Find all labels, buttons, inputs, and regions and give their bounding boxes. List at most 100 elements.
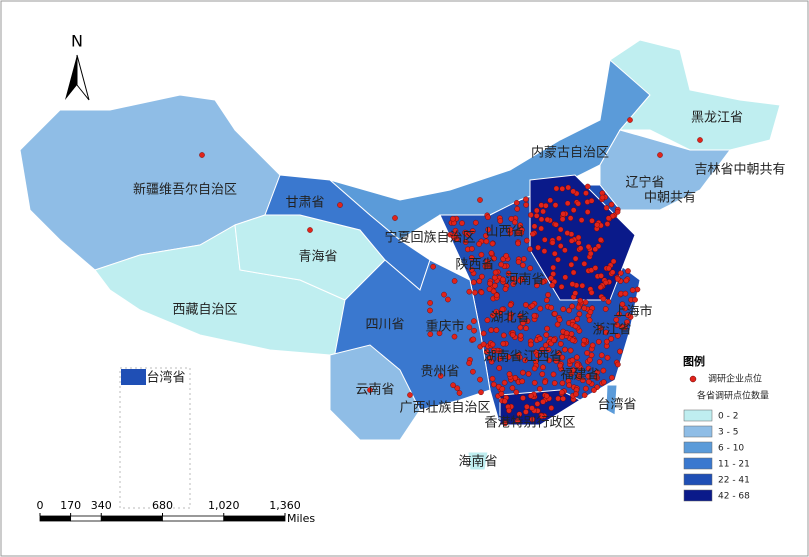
- survey-point: [502, 420, 509, 427]
- survey-point: [445, 296, 451, 303]
- north-arrow: N: [65, 32, 90, 101]
- survey-point: [585, 243, 592, 250]
- survey-point: [597, 325, 604, 331]
- legend-swatch: [683, 489, 713, 502]
- survey-point: [549, 282, 556, 289]
- survey-point: [575, 200, 582, 207]
- province-label: 浙江省: [592, 323, 631, 338]
- province-label: 福建省: [560, 368, 599, 383]
- survey-point: [560, 306, 567, 312]
- survey-point: [613, 316, 620, 323]
- scale-tick-label: 1,020: [208, 499, 240, 512]
- survey-point: [605, 298, 612, 305]
- survey-point: [450, 382, 456, 389]
- province-label: 江西省: [523, 350, 562, 365]
- survey-point: [566, 307, 572, 314]
- survey-point: [605, 215, 612, 221]
- survey-point: [619, 324, 625, 330]
- survey-point: [603, 205, 610, 211]
- survey-point: [478, 251, 485, 258]
- survey-point: [496, 355, 503, 362]
- survey-point: [569, 281, 576, 287]
- survey-point: [624, 319, 630, 325]
- survey-point: [539, 279, 546, 285]
- survey-point: [478, 389, 484, 396]
- survey-point: [564, 200, 571, 207]
- arrow-right: [76, 54, 90, 101]
- survey-point: [697, 137, 703, 143]
- survey-point: [501, 379, 508, 386]
- legend-swatch: [683, 457, 713, 470]
- survey-point: [515, 240, 521, 247]
- scale-segment: [39, 515, 72, 522]
- survey-point: [584, 209, 591, 215]
- survey-point: [544, 297, 550, 304]
- province-label: 上海市: [613, 304, 652, 320]
- survey-point: [498, 261, 505, 268]
- survey-point: [580, 377, 586, 384]
- survey-point: [539, 346, 546, 353]
- survey-point: [462, 239, 469, 245]
- survey-point: [468, 266, 475, 273]
- survey-point: [499, 306, 506, 313]
- survey-point: [557, 362, 563, 369]
- survey-point: [592, 246, 599, 252]
- survey-point: [550, 264, 557, 271]
- survey-point: [451, 234, 457, 241]
- survey-point: [537, 386, 543, 392]
- province-label: 台湾省: [597, 397, 636, 413]
- survey-point: [466, 288, 473, 295]
- survey-point: [576, 311, 583, 317]
- survey-point: [506, 407, 512, 414]
- survey-point: [578, 217, 585, 223]
- survey-point: [514, 206, 521, 212]
- survey-point: [560, 395, 566, 402]
- survey-point: [499, 386, 506, 392]
- survey-point: [565, 184, 572, 191]
- survey-point: [500, 340, 507, 347]
- survey-point: [586, 317, 593, 324]
- survey-point: [437, 373, 444, 379]
- legend-fill-title: 各省调研点位数量: [697, 390, 769, 402]
- survey-point: [517, 324, 524, 331]
- survey-point: [488, 250, 495, 256]
- survey-point: [534, 282, 540, 289]
- survey-point: [603, 329, 609, 336]
- survey-point: [581, 392, 588, 399]
- survey-point: [534, 401, 541, 407]
- survey-point: [609, 269, 616, 276]
- survey-point: [541, 248, 548, 254]
- survey-point: [608, 335, 615, 342]
- region: [467, 451, 489, 471]
- survey-point: [337, 202, 343, 208]
- survey-point: [427, 300, 433, 306]
- survey-point: [507, 315, 514, 321]
- survey-point: [559, 389, 565, 396]
- survey-point: [574, 354, 580, 361]
- survey-point: [497, 218, 504, 224]
- survey-point: [614, 322, 620, 328]
- legend-swatch: [683, 473, 713, 486]
- scale-segment: [100, 515, 163, 522]
- survey-point: [568, 261, 575, 268]
- survey-point: [555, 256, 561, 263]
- survey-point: [544, 216, 551, 223]
- survey-point: [585, 365, 592, 372]
- survey-point: [492, 269, 499, 276]
- survey-point: [533, 212, 540, 219]
- survey-point: [566, 382, 572, 389]
- survey-point: [591, 387, 597, 393]
- survey-point: [634, 286, 641, 293]
- survey-point: [522, 357, 528, 364]
- survey-point: [516, 411, 523, 418]
- survey-point: [478, 289, 485, 296]
- survey-point: [568, 331, 575, 337]
- survey-point: [598, 273, 604, 279]
- survey-point: [657, 152, 663, 158]
- survey-point: [589, 217, 595, 224]
- survey-point: [587, 309, 594, 315]
- province-label: 辽宁省: [625, 175, 664, 191]
- scale-tick-label: 170: [60, 499, 81, 512]
- survey-point: [540, 364, 546, 371]
